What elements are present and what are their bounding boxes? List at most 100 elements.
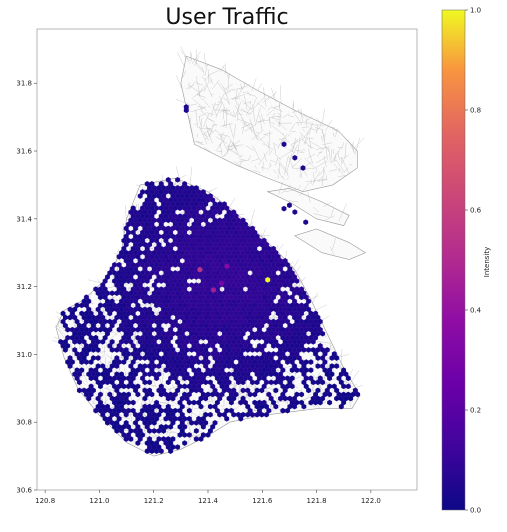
road-segment bbox=[108, 286, 116, 288]
hex-bin bbox=[144, 278, 150, 284]
road-segment bbox=[329, 169, 338, 172]
road-segment bbox=[69, 338, 73, 356]
road-segment bbox=[239, 109, 252, 115]
road-segment bbox=[211, 80, 220, 90]
road-segment bbox=[297, 136, 301, 155]
road-segment bbox=[278, 162, 289, 175]
road-segment bbox=[237, 159, 250, 163]
road-segment bbox=[296, 405, 300, 408]
island-outline bbox=[294, 228, 367, 260]
hex-bin bbox=[300, 165, 306, 171]
road-segment bbox=[206, 112, 215, 115]
road-segment bbox=[215, 94, 225, 111]
hex-bin bbox=[165, 379, 171, 386]
hex-bin bbox=[186, 407, 192, 414]
road-segment bbox=[240, 117, 248, 126]
plot-frame bbox=[36, 28, 418, 491]
road-segment bbox=[194, 123, 198, 125]
road-segment bbox=[330, 208, 334, 217]
road-segment bbox=[307, 190, 311, 203]
x-tick-label: 122.0 bbox=[361, 497, 381, 505]
hex-bin bbox=[320, 330, 326, 337]
road-segment bbox=[263, 133, 269, 136]
road-segment bbox=[278, 138, 290, 143]
road-segment bbox=[315, 372, 320, 382]
hex-bin bbox=[100, 338, 106, 345]
y-tick-label: 31.6 bbox=[16, 148, 32, 156]
road-segment bbox=[316, 125, 318, 134]
x-tick-label: 121.0 bbox=[89, 497, 109, 505]
road-segment bbox=[246, 83, 250, 88]
road-segment bbox=[231, 97, 240, 100]
road-segment bbox=[333, 163, 344, 175]
road-segment bbox=[343, 167, 349, 173]
road-segment bbox=[237, 154, 244, 159]
road-segment bbox=[227, 73, 230, 92]
road-segment bbox=[252, 97, 265, 110]
road-segment bbox=[176, 75, 184, 92]
road-segment bbox=[289, 144, 298, 161]
hex-bin bbox=[294, 278, 300, 284]
road-segment bbox=[328, 147, 331, 160]
road-segment bbox=[224, 107, 228, 113]
road-segment bbox=[240, 124, 250, 129]
road-segment bbox=[143, 427, 148, 441]
road-segment bbox=[243, 93, 248, 111]
road-segment bbox=[124, 368, 126, 376]
y-tick-label: 30.8 bbox=[16, 419, 32, 427]
road-segment bbox=[270, 403, 274, 412]
hex-bin bbox=[200, 424, 206, 430]
road-segment bbox=[263, 152, 267, 162]
road-segment bbox=[271, 389, 275, 393]
x-axis: 120.8 121.0 121.2 121.4 121.6 121.8 122.0 bbox=[35, 490, 381, 505]
road-segment bbox=[93, 381, 96, 387]
hex-bin bbox=[334, 355, 340, 361]
road-segment bbox=[290, 144, 299, 153]
road-segment bbox=[224, 112, 236, 118]
road-segment bbox=[325, 119, 333, 131]
road-segment bbox=[298, 389, 302, 391]
road-segment bbox=[315, 125, 322, 132]
road-segment bbox=[237, 118, 253, 125]
road-segment bbox=[203, 127, 213, 135]
road-segment bbox=[302, 126, 312, 141]
road-segment bbox=[176, 389, 186, 397]
road-segment bbox=[125, 205, 127, 225]
road-segment bbox=[249, 106, 251, 111]
road-segment bbox=[251, 129, 264, 141]
road-segment bbox=[185, 84, 195, 90]
road-segment bbox=[216, 214, 220, 217]
road-segment bbox=[255, 134, 267, 146]
road-segment bbox=[308, 148, 311, 158]
hex-bin bbox=[320, 379, 326, 386]
hex-bin bbox=[355, 391, 361, 398]
hex-bin bbox=[286, 202, 292, 209]
hex-bin bbox=[292, 154, 298, 161]
road-segment bbox=[234, 150, 239, 156]
road-segment bbox=[221, 154, 227, 157]
road-segment bbox=[291, 131, 296, 133]
road-segment bbox=[280, 185, 291, 194]
road-segment bbox=[189, 167, 192, 187]
road-segment bbox=[284, 156, 289, 176]
hex-bin bbox=[281, 205, 287, 212]
road-segment bbox=[201, 77, 207, 80]
island-outline bbox=[266, 188, 350, 226]
y-tick-label: 31.4 bbox=[16, 215, 32, 223]
road-segment bbox=[351, 400, 353, 404]
road-segment bbox=[267, 92, 277, 101]
road-segment bbox=[90, 302, 94, 304]
road-segment bbox=[322, 108, 325, 124]
hex-bin bbox=[217, 209, 223, 216]
road-segment bbox=[254, 107, 261, 126]
road-segment bbox=[190, 107, 205, 113]
road-segment bbox=[201, 408, 206, 418]
road-segment bbox=[289, 262, 294, 266]
road-segment bbox=[210, 102, 216, 118]
island-outline bbox=[180, 55, 358, 193]
hex-bin bbox=[306, 387, 311, 394]
road-segment bbox=[203, 113, 210, 128]
road-segment bbox=[279, 149, 294, 159]
road-segment bbox=[193, 99, 207, 111]
hex-bin bbox=[338, 403, 344, 410]
